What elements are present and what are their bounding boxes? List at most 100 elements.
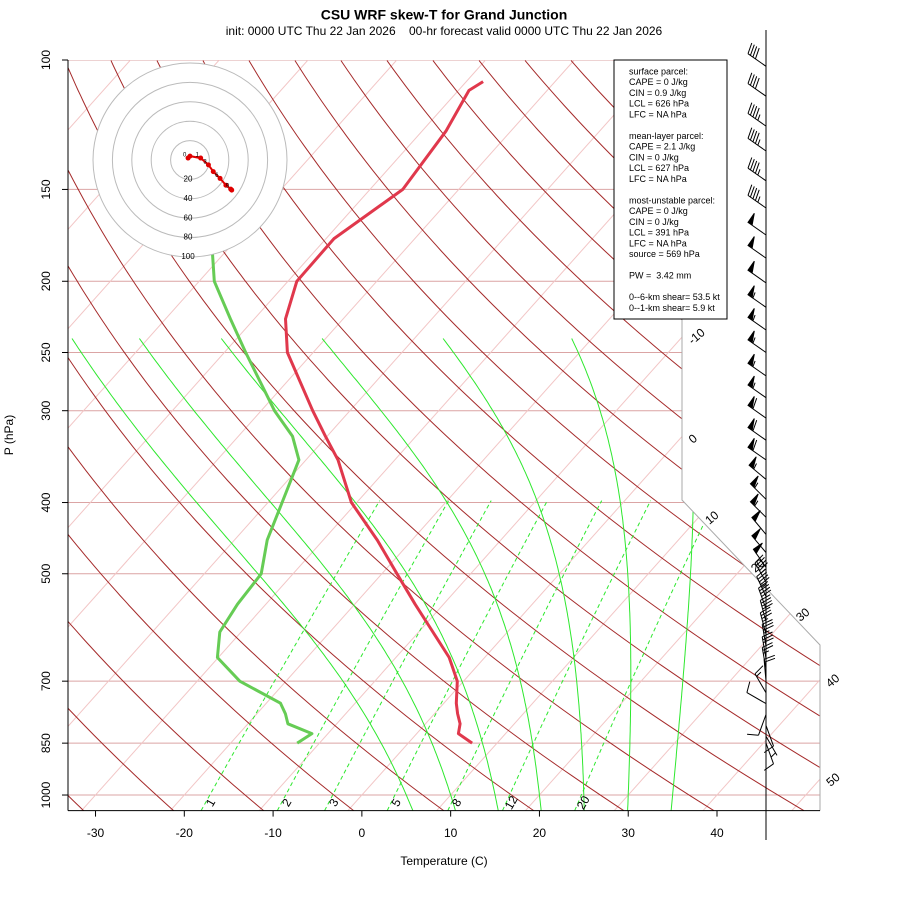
- wind-barb: [765, 736, 778, 758]
- hodograph-background: [93, 63, 287, 257]
- dry-adiabat: [294, 60, 820, 811]
- info-text: LFC = NA hPa: [629, 109, 687, 119]
- isotherm: [68, 60, 664, 811]
- hodograph-point: [210, 169, 216, 175]
- info-text: mean-layer parcel:: [629, 131, 704, 141]
- dry-adiabat: [478, 60, 820, 811]
- info-text: most-unstable parcel:: [629, 195, 715, 205]
- dry-adiabat: [68, 60, 624, 811]
- hodograph-point: [205, 162, 211, 168]
- wind-barb: [763, 742, 774, 771]
- isotherm: [68, 60, 575, 811]
- y-tick-label: 500: [39, 563, 53, 583]
- wind-barb: [749, 475, 767, 500]
- dry-adiabat: [68, 60, 534, 811]
- wind-barb: [747, 375, 767, 399]
- wind-barb: [751, 510, 767, 535]
- wind-barb: [747, 236, 767, 259]
- wind-barb: [747, 184, 767, 209]
- hodograph-ring: [92, 62, 288, 258]
- wind-barb: [747, 260, 767, 284]
- x-axis-label: Temperature (C): [400, 854, 487, 868]
- hodograph-ring: [131, 101, 249, 219]
- mixing-ratio-line: [200, 500, 381, 811]
- moist-adiabat: [321, 338, 542, 811]
- hodograph-ring-label: 80: [184, 233, 193, 242]
- isotherm: [702, 60, 820, 811]
- info-text: 0--6-km shear= 53.5 kt: [629, 292, 720, 302]
- y-tick-label: 100: [39, 50, 53, 70]
- dry-adiabat: [68, 60, 444, 811]
- dry-adiabat: [68, 60, 264, 811]
- wind-barb: [761, 642, 774, 670]
- hodograph-point-label: 1: [196, 153, 200, 159]
- wind-barb: [747, 285, 767, 308]
- wind-barb: [748, 456, 767, 480]
- info-text: PW = 3.42 mm: [629, 271, 691, 281]
- hodograph-point-label: 9: [226, 184, 230, 190]
- x-tick-label: 0: [359, 826, 366, 840]
- hodograph-ring: [170, 140, 210, 180]
- isotherm: [613, 60, 820, 811]
- info-text: source = 569 hPa: [629, 249, 700, 259]
- hodograph-ring-label: 60: [184, 213, 193, 222]
- profiles: [210, 80, 484, 745]
- isotherm: [525, 60, 820, 811]
- mixing-ratio-label: 12: [502, 793, 521, 812]
- info-text: LCL = 626 hPa: [629, 99, 689, 109]
- wind-barb: [754, 665, 767, 694]
- moist-adiabat: [138, 338, 457, 811]
- info-text: CAPE = 0 J/kg: [629, 206, 688, 216]
- dry-adiabat: [68, 60, 354, 811]
- wind-barb: [747, 42, 767, 67]
- mixing-ratio-line: [574, 500, 716, 811]
- info-text: CIN = 0 J/kg: [629, 217, 679, 227]
- profile-line: [284, 80, 484, 745]
- wind-barb: [747, 213, 767, 236]
- hodograph-ring-label: 40: [184, 194, 193, 203]
- wind-barb: [747, 127, 767, 152]
- hodograph-ring-label: 100: [181, 252, 195, 261]
- hodograph-point: [217, 175, 223, 181]
- info-text: LFC = NA hPa: [629, 238, 687, 248]
- wind-barb: [763, 654, 776, 682]
- y-tick-label: 700: [39, 671, 53, 691]
- dry-adiabat: [68, 60, 715, 811]
- moist-adiabat: [220, 338, 499, 811]
- dry-adiabat: [432, 60, 820, 811]
- info-text: surface parcel:: [629, 66, 688, 76]
- wind-barb: [758, 581, 772, 609]
- mixing-ratio-line: [386, 500, 548, 811]
- mixing-ratio-label: 20: [574, 793, 593, 812]
- x-tick-label: 30: [622, 826, 636, 840]
- mixing-ratio-line: [324, 500, 492, 811]
- y-tick-label: 300: [39, 400, 53, 420]
- wind-barb: [754, 554, 768, 583]
- info-text: LFC = NA hPa: [629, 174, 687, 184]
- wind-barb: [749, 493, 767, 518]
- info-text: LCL = 627 hPa: [629, 163, 689, 173]
- y-tick-label: 400: [39, 492, 53, 512]
- chart-title: CSU WRF skew-T for Grand Junction: [321, 7, 568, 23]
- wind-barb: [747, 418, 767, 441]
- moist-adiabat: [571, 338, 632, 811]
- info-text: LCL = 391 hPa: [629, 228, 689, 238]
- wind-barb: [747, 102, 767, 127]
- info-box: [613, 59, 728, 320]
- x-tick-label: 20: [533, 826, 547, 840]
- info-text: CAPE = 0 J/kg: [629, 77, 688, 87]
- wind-barb: [747, 396, 767, 419]
- wind-barb: [747, 308, 767, 331]
- wind-barb: [747, 438, 767, 461]
- hodograph-point: [229, 187, 235, 193]
- x-tick-label: -10: [264, 826, 282, 840]
- mixing-ratio-line: [502, 500, 652, 811]
- x-tick-label: 40: [710, 826, 724, 840]
- y-tick-label: 150: [39, 179, 53, 199]
- wind-barb: [761, 631, 774, 659]
- y-tick-label: 850: [39, 733, 53, 753]
- hodograph-point: [198, 155, 204, 161]
